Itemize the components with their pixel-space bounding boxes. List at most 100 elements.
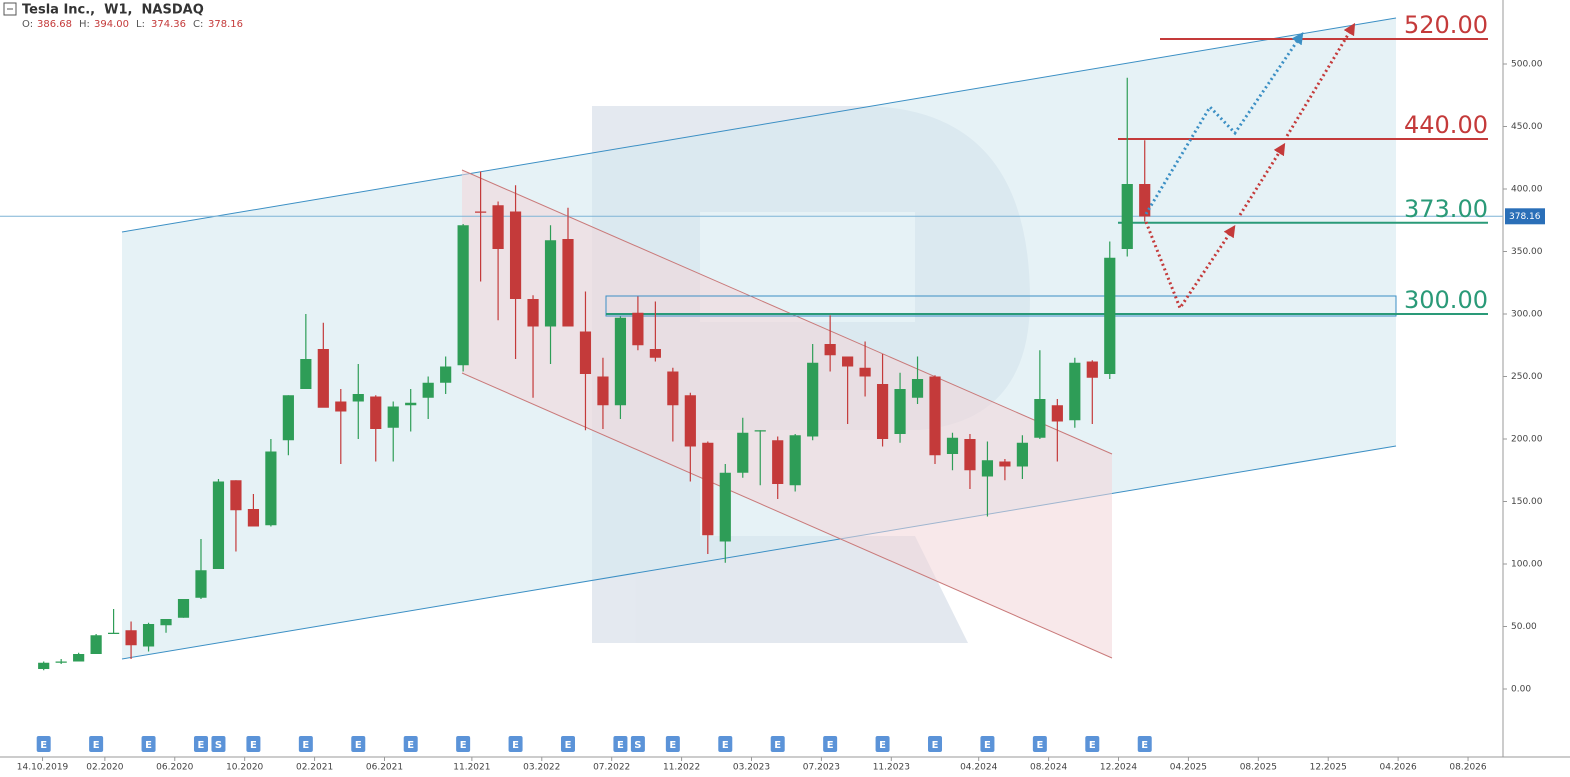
ohlc: O: 386.68 H: 394.00 L: 374.36 C: 378.16	[22, 19, 243, 30]
level-label: 300.00	[1404, 286, 1488, 314]
candle-body	[509, 211, 522, 299]
event-label: E	[198, 740, 205, 751]
event-badge	[1085, 736, 1100, 752]
event-label: E	[355, 740, 362, 751]
last-price-badge	[1505, 208, 1545, 225]
event-label: E	[1036, 740, 1043, 751]
candle-body	[859, 367, 871, 377]
candle-body	[964, 439, 976, 471]
candle-body	[946, 437, 959, 454]
candle-body	[177, 599, 190, 618]
ohlc-key: H:	[79, 19, 90, 30]
candle-body	[160, 619, 172, 626]
event-label: E	[40, 740, 47, 751]
candle-body	[405, 402, 417, 406]
event-badge	[193, 736, 208, 752]
event-label: E	[669, 740, 676, 751]
forecast-arrows	[1144, 22, 1356, 312]
event-label: E	[827, 740, 834, 751]
candle-body	[475, 211, 487, 213]
x-tick-label: 03.2023	[733, 763, 770, 773]
x-tick-label: 04.2026	[1380, 763, 1417, 773]
ohlc-value: 394.00	[94, 19, 129, 30]
candle-body	[1051, 405, 1063, 422]
x-tick-label: 07.2022	[593, 763, 630, 773]
bear-path-2	[1238, 142, 1286, 216]
x-tick-label: 07.2023	[803, 763, 840, 773]
ohlc-key: L:	[136, 19, 145, 30]
x-tick-label: 03.2022	[523, 763, 560, 773]
ohlc-value: 386.68	[37, 19, 72, 30]
x-tick-label: 08.2024	[1030, 763, 1067, 773]
event-label: E	[302, 740, 309, 751]
x-tick-label: 04.2024	[960, 763, 997, 773]
candle-body	[737, 432, 749, 473]
event-badge	[613, 736, 628, 752]
x-tick-label: 08.2025	[1240, 763, 1277, 773]
event-badge	[1137, 736, 1152, 752]
candle-body	[90, 635, 102, 654]
event-label: E	[879, 740, 886, 751]
event-badge	[770, 736, 785, 752]
event-badge	[665, 736, 680, 752]
candle-body	[911, 379, 924, 398]
candle-body	[422, 382, 434, 398]
channel-bottom	[121, 445, 1397, 660]
y-tick-label: 50.00	[1511, 622, 1537, 632]
y-tick-label: 200.00	[1511, 435, 1543, 445]
bear-path-1	[1144, 221, 1236, 312]
event-badge	[980, 736, 995, 752]
candle-body	[1139, 184, 1151, 217]
candle-body	[754, 430, 766, 432]
candle-body	[597, 376, 609, 406]
candle-body	[807, 362, 819, 437]
x-tick-label: 10.2020	[226, 763, 263, 773]
candle-body	[702, 442, 714, 536]
x-tick-label: 02.2021	[296, 763, 333, 773]
candle-body	[824, 344, 836, 356]
falling-channel	[462, 170, 1112, 658]
event-label: E	[565, 740, 572, 751]
candle-body	[282, 395, 294, 441]
event-label: E	[145, 740, 152, 751]
candle-body	[335, 401, 347, 412]
candle-body	[614, 317, 627, 406]
candle-body	[317, 349, 329, 408]
y-tick-label: 150.00	[1511, 497, 1543, 507]
candle-body	[370, 396, 382, 429]
event-badge	[141, 736, 156, 752]
candle-body	[929, 376, 941, 456]
event-label: E	[407, 740, 414, 751]
event-label: E	[722, 740, 729, 751]
event-label: E	[984, 740, 991, 751]
event-badge	[246, 736, 261, 752]
candle-body	[842, 356, 854, 367]
candle-body	[1069, 362, 1081, 421]
candle-body	[108, 632, 120, 634]
candle-body	[387, 406, 399, 428]
x-tick-label: 12.2025	[1310, 763, 1347, 773]
candle-body	[440, 366, 452, 383]
candle-body	[300, 359, 312, 389]
event-label: E	[774, 740, 781, 751]
candle-body	[632, 312, 644, 346]
candle-body	[230, 480, 242, 511]
event-badge	[456, 736, 471, 752]
x-tick-label: 04.2025	[1170, 763, 1207, 773]
x-tick-label: 12.2024	[1100, 763, 1137, 773]
event-label: E	[250, 740, 257, 751]
candle-body	[247, 509, 260, 527]
falling-top	[461, 169, 1113, 455]
event-label: E	[932, 740, 939, 751]
y-tick-label: 100.00	[1511, 560, 1543, 570]
y-tick-label: 450.00	[1511, 122, 1543, 132]
candle-body	[772, 440, 784, 484]
event-badge	[298, 736, 313, 752]
candle-body	[667, 371, 679, 406]
candle-body	[981, 460, 994, 477]
y-tick-label: 350.00	[1511, 247, 1543, 257]
candle-body	[562, 239, 574, 327]
event-badge	[351, 736, 366, 752]
candle-body	[265, 451, 277, 526]
